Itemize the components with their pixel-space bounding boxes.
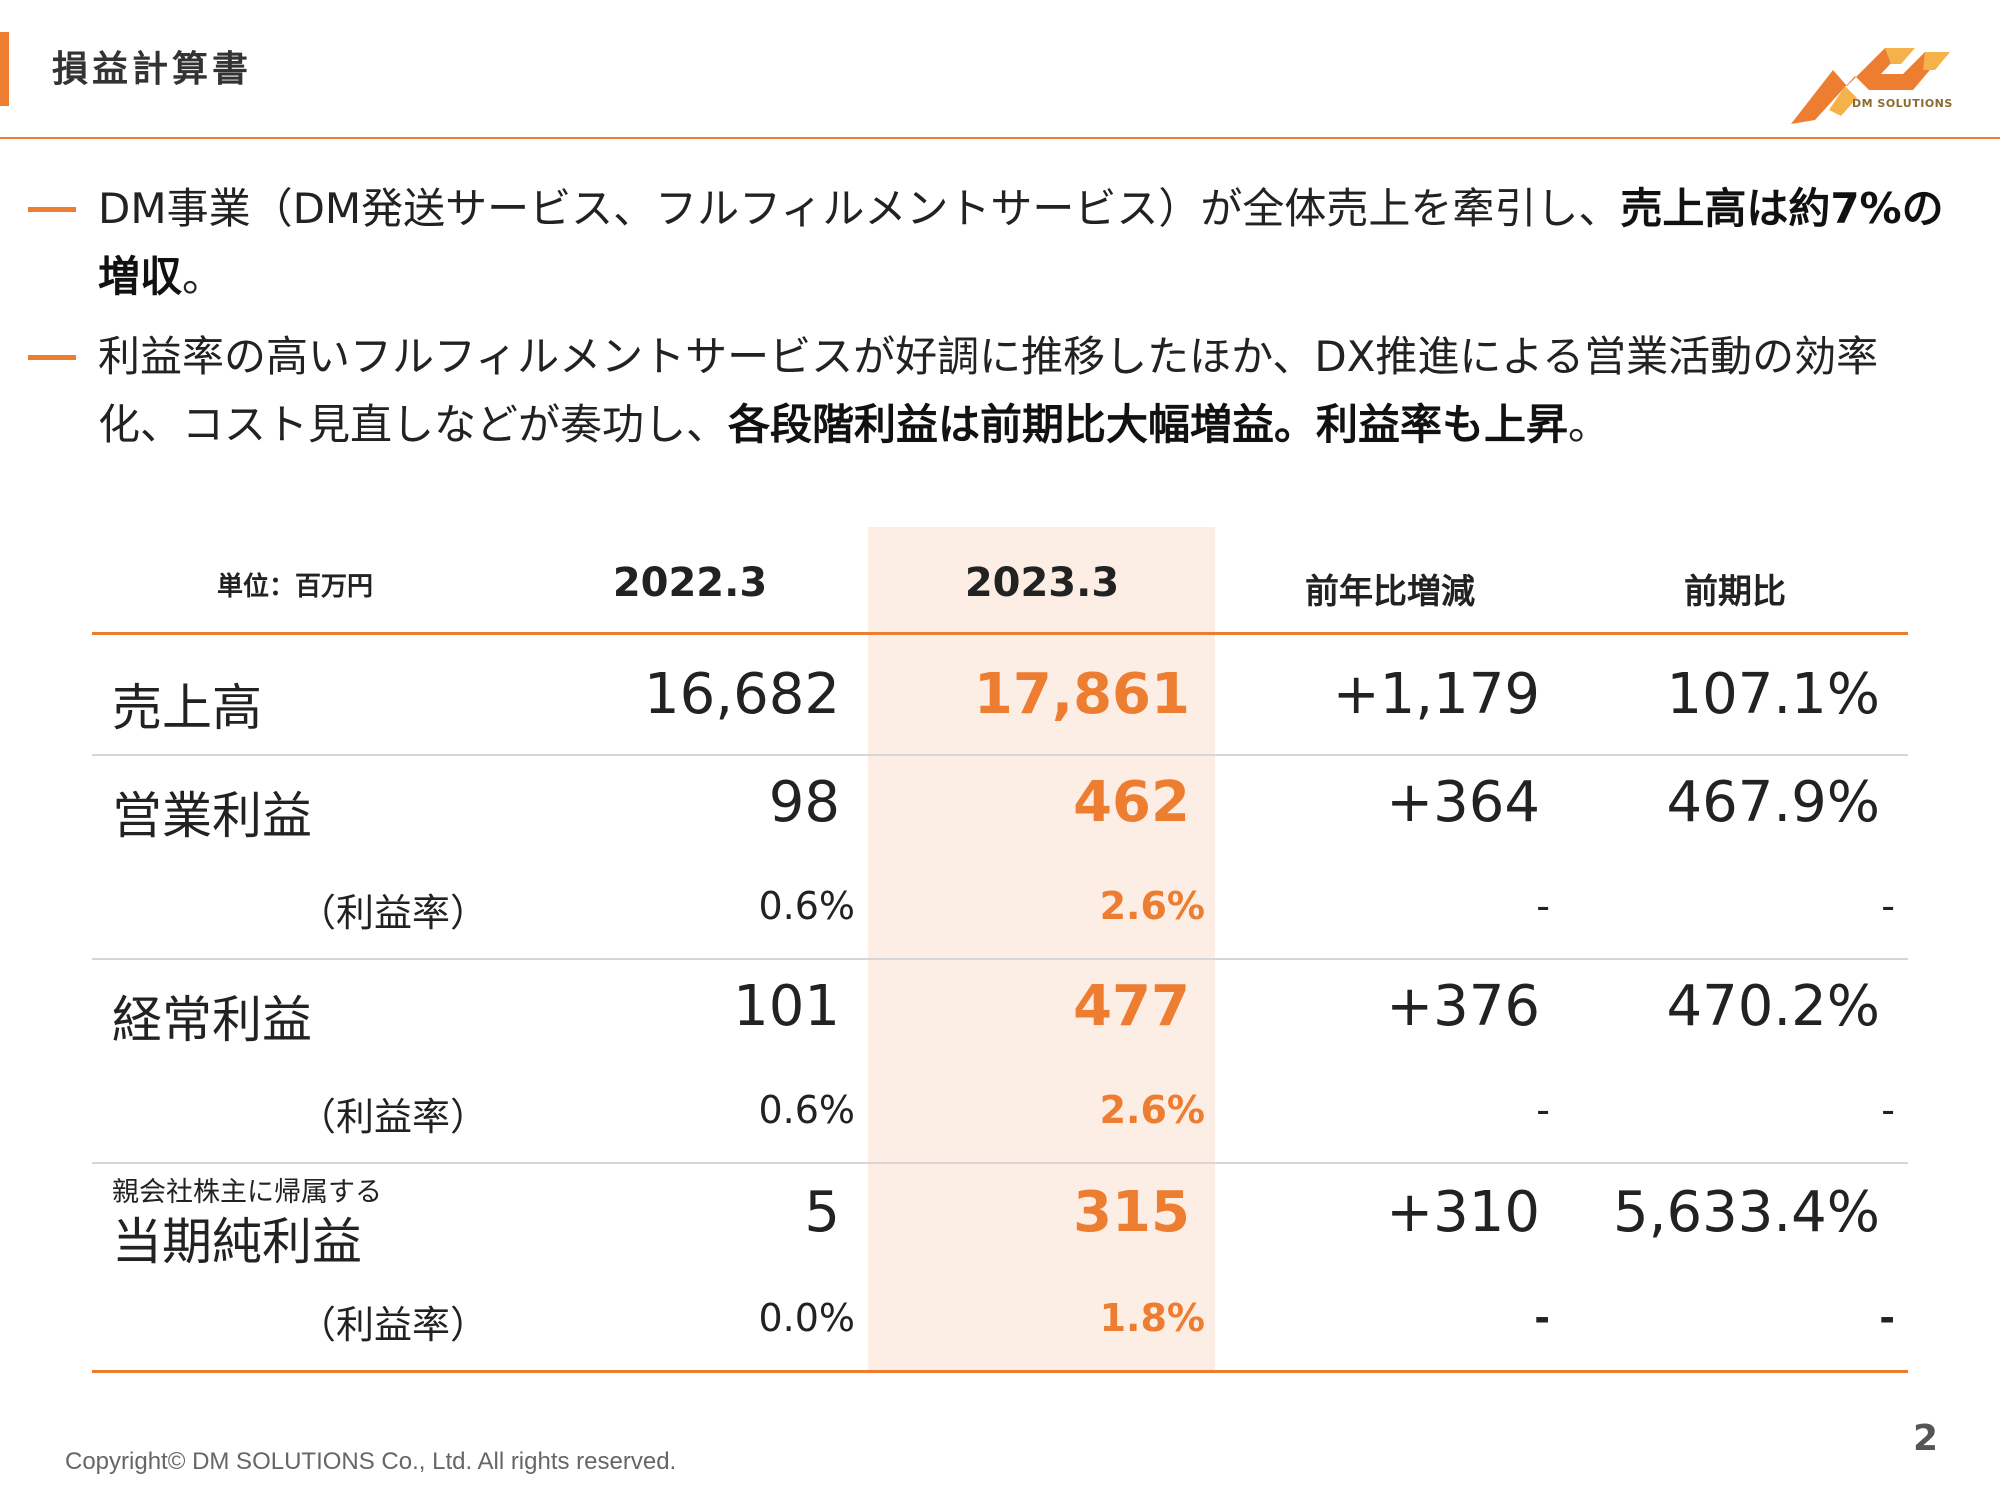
operating-curr: 462 [1073, 770, 1190, 835]
net-margin-ratio: - [1879, 1296, 1895, 1340]
header-divider [0, 137, 2000, 139]
unit-label: 単位：百万円 [216, 572, 373, 602]
operating-margin-prev: 0.6% [758, 884, 855, 928]
bullet-tail: 。 [182, 252, 225, 301]
operating-margin-curr: 2.6% [1099, 884, 1205, 928]
row-divider [92, 754, 1908, 756]
table-header-rule [92, 632, 1908, 635]
ordinary-margin-prev: 0.6% [758, 1088, 855, 1132]
net-ratio: 5,633.4% [1613, 1180, 1880, 1245]
bullet-dash-icon [28, 355, 76, 360]
page-number: 2 [1912, 1418, 1938, 1459]
net-prev: 5 [804, 1180, 840, 1245]
net-margin-diff: - [1534, 1296, 1550, 1340]
table-bottom-rule [92, 1370, 1908, 1373]
net-margin-prev: 0.0% [758, 1296, 855, 1340]
column-header-diff: 前年比増減 [1305, 572, 1475, 612]
row-label-net-income-prefix: 親会社株主に帰属する [112, 1177, 382, 1208]
bullet-text: DM事業（DM発送サービス、フルフィルメントサービス）が全体売上を牽引し、 [98, 184, 1621, 233]
current-year-highlight [868, 527, 1215, 1372]
net-curr: 315 [1073, 1180, 1190, 1245]
sales-curr: 17,861 [973, 662, 1190, 727]
operating-margin-diff: - [1536, 884, 1550, 928]
column-header-prev: 2022.3 [612, 560, 768, 606]
column-header-ratio: 前期比 [1684, 572, 1786, 612]
row-label-net-income: 当期純利益 [112, 1213, 362, 1271]
operating-margin-ratio: - [1881, 884, 1895, 928]
bullet-item: 利益率の高いフルフィルメントサービスが好調に推移したほか、DX推進による営業活動… [28, 323, 1958, 459]
row-divider [92, 1162, 1908, 1164]
row-divider [92, 958, 1908, 960]
ordinary-diff: +376 [1386, 974, 1540, 1039]
row-label-ordinary-profit: 経常利益 [112, 991, 312, 1049]
operating-ratio: 467.9% [1666, 770, 1880, 835]
bullet-tail: 。 [1568, 400, 1611, 449]
bullet-text: 利益率の高いフルフィルメントサービスが好調に推移したほか、DX推進による営業活動… [98, 332, 1879, 449]
ordinary-margin-curr: 2.6% [1099, 1088, 1205, 1132]
company-logo-icon [1791, 48, 1950, 124]
copyright-notice: Copyright© DM SOLUTIONS Co., Ltd. All ri… [65, 1448, 677, 1475]
ordinary-prev: 101 [733, 974, 840, 1039]
bullet-dash-icon [28, 207, 76, 212]
ordinary-curr: 477 [1073, 974, 1190, 1039]
net-margin-label: （利益率） [298, 1303, 489, 1347]
ordinary-ratio: 470.2% [1666, 974, 1880, 1039]
operating-prev: 98 [768, 770, 840, 835]
bullet-bold-text: 売上高は約7%の増収 [98, 184, 1944, 301]
net-diff: +310 [1386, 1180, 1540, 1245]
logo-wordmark: DM SOLUTIONS [1852, 97, 1953, 110]
title-accent-bar [0, 32, 9, 106]
bullet-item: DM事業（DM発送サービス、フルフィルメントサービス）が全体売上を牽引し、売上高… [28, 175, 1958, 311]
sales-diff: +1,179 [1332, 662, 1540, 727]
page-title: 損益計算書 [52, 49, 253, 90]
operating-diff: +364 [1386, 770, 1540, 835]
ordinary-margin-ratio: - [1881, 1088, 1895, 1132]
ordinary-margin-label: （利益率） [298, 1095, 489, 1139]
summary-bullets: DM事業（DM発送サービス、フルフィルメントサービス）が全体売上を牽引し、売上高… [28, 175, 1958, 471]
bullet-bold-text: 各段階利益は前期比大幅増益。利益率も上昇 [728, 400, 1569, 449]
sales-ratio: 107.1% [1666, 662, 1880, 727]
column-header-curr: 2023.3 [964, 560, 1120, 606]
operating-margin-label: （利益率） [298, 891, 489, 935]
sales-prev: 16,682 [644, 662, 840, 727]
row-label-operating-profit: 営業利益 [112, 787, 312, 845]
row-label-sales: 売上高 [112, 679, 262, 737]
net-margin-curr: 1.8% [1099, 1296, 1205, 1340]
ordinary-margin-diff: - [1536, 1088, 1550, 1132]
